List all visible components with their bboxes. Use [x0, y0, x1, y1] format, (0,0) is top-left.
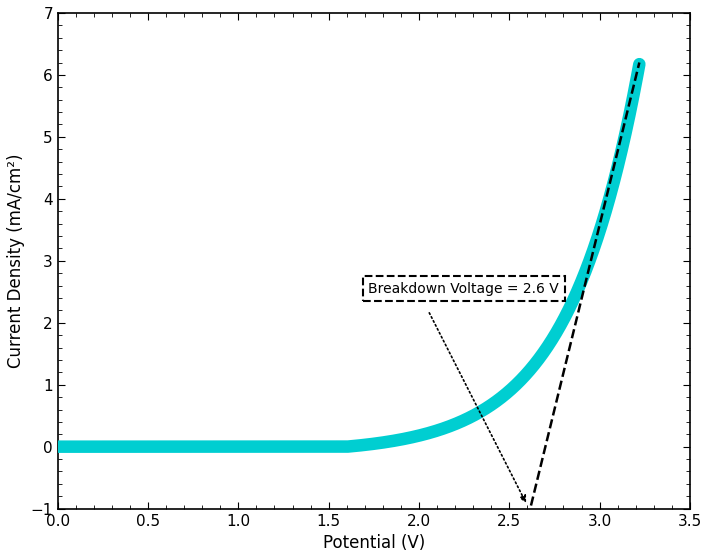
Y-axis label: Current Density (mA/cm²): Current Density (mA/cm²) — [7, 154, 25, 368]
X-axis label: Potential (V): Potential (V) — [323, 534, 425, 552]
Text: Breakdown Voltage = 2.6 V: Breakdown Voltage = 2.6 V — [369, 282, 559, 296]
